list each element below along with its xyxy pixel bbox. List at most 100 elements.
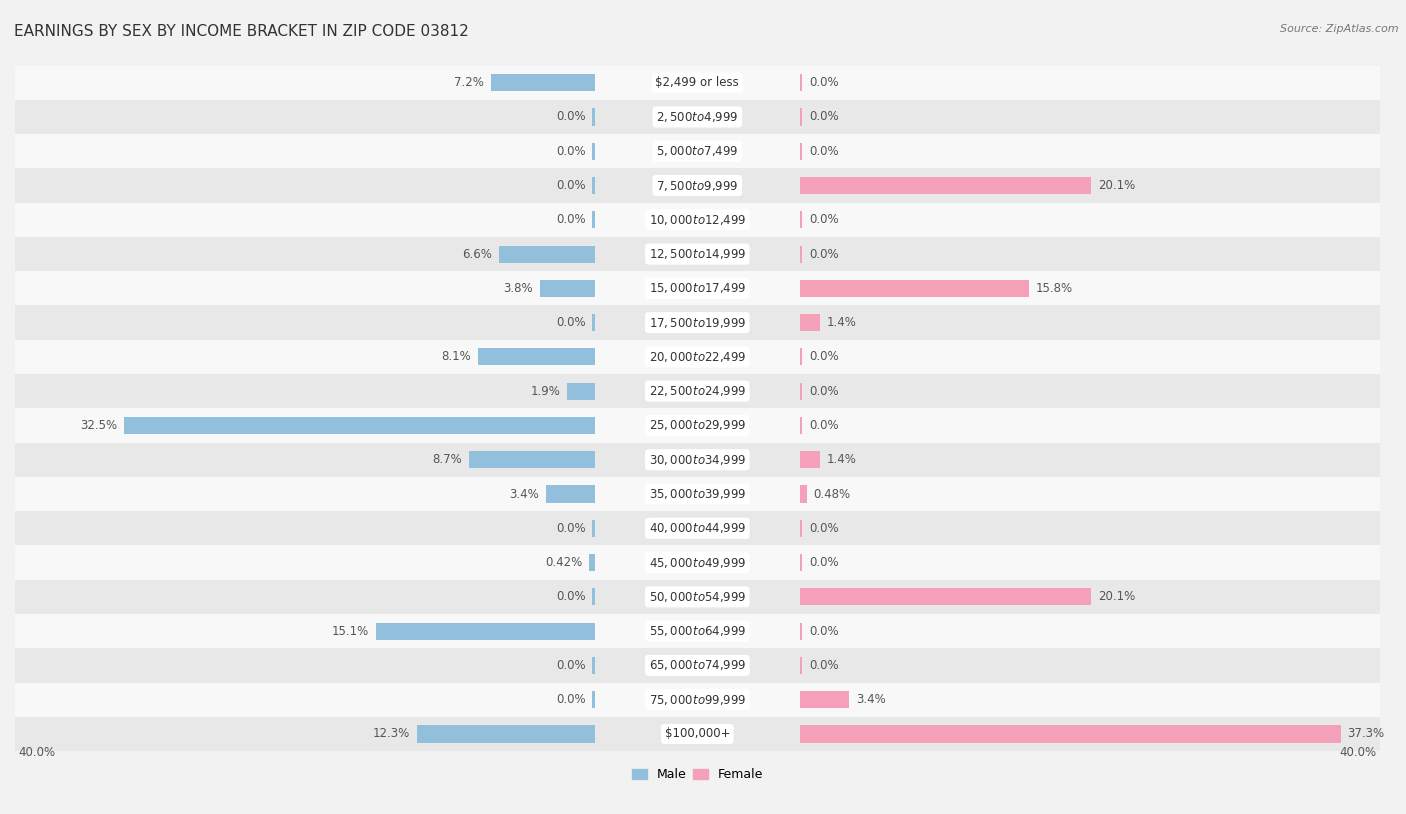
Text: 40.0%: 40.0% (18, 746, 55, 759)
Text: $22,500 to $24,999: $22,500 to $24,999 (648, 384, 747, 398)
Text: 0.0%: 0.0% (808, 522, 839, 535)
Text: $75,000 to $99,999: $75,000 to $99,999 (648, 693, 747, 707)
Bar (592, 589, 595, 606)
Text: 0.0%: 0.0% (808, 624, 839, 637)
Bar (800, 451, 820, 468)
Text: 0.0%: 0.0% (555, 111, 586, 124)
Text: $65,000 to $74,999: $65,000 to $74,999 (648, 659, 747, 672)
Bar (15, 305, 1379, 339)
Text: 15.8%: 15.8% (1036, 282, 1073, 295)
Bar (589, 554, 595, 571)
Text: 3.8%: 3.8% (503, 282, 533, 295)
Bar (416, 725, 595, 742)
Text: $35,000 to $39,999: $35,000 to $39,999 (648, 487, 747, 501)
Bar (15, 443, 1379, 477)
Bar (800, 691, 849, 708)
Bar (15, 203, 1379, 237)
Text: 37.3%: 37.3% (1347, 728, 1385, 741)
Text: 1.4%: 1.4% (827, 453, 856, 466)
Bar (468, 451, 595, 468)
Bar (800, 177, 1091, 194)
Bar (800, 142, 803, 160)
Text: 0.0%: 0.0% (555, 213, 586, 226)
Text: EARNINGS BY SEX BY INCOME BRACKET IN ZIP CODE 03812: EARNINGS BY SEX BY INCOME BRACKET IN ZIP… (14, 24, 468, 39)
Text: $50,000 to $54,999: $50,000 to $54,999 (648, 590, 747, 604)
Bar (15, 717, 1379, 751)
Text: 0.48%: 0.48% (814, 488, 851, 501)
Bar (592, 142, 595, 160)
Bar (800, 519, 803, 537)
Text: $7,500 to $9,999: $7,500 to $9,999 (657, 178, 738, 193)
Bar (15, 271, 1379, 305)
Bar (800, 554, 803, 571)
Bar (592, 177, 595, 194)
Text: 8.7%: 8.7% (432, 453, 463, 466)
Text: 7.2%: 7.2% (454, 77, 484, 90)
Text: 0.0%: 0.0% (555, 590, 586, 603)
Bar (800, 348, 803, 365)
Text: 0.0%: 0.0% (808, 385, 839, 398)
Text: $2,499 or less: $2,499 or less (655, 77, 740, 90)
Text: 0.0%: 0.0% (555, 522, 586, 535)
Text: $10,000 to $12,499: $10,000 to $12,499 (648, 212, 747, 227)
Text: $20,000 to $22,499: $20,000 to $22,499 (648, 350, 747, 364)
Text: $5,000 to $7,499: $5,000 to $7,499 (657, 144, 738, 158)
Bar (800, 74, 803, 91)
Bar (499, 246, 595, 263)
Bar (15, 648, 1379, 682)
Bar (592, 314, 595, 331)
Text: 0.0%: 0.0% (808, 350, 839, 363)
Text: 0.0%: 0.0% (808, 659, 839, 672)
Bar (800, 280, 1029, 297)
Text: 0.0%: 0.0% (808, 77, 839, 90)
Bar (15, 477, 1379, 511)
Text: 3.4%: 3.4% (509, 488, 538, 501)
Bar (15, 614, 1379, 648)
Bar (800, 623, 803, 640)
Legend: Male, Female: Male, Female (627, 764, 768, 786)
Text: 8.1%: 8.1% (441, 350, 471, 363)
Text: 0.0%: 0.0% (808, 145, 839, 158)
Bar (800, 589, 1091, 606)
Bar (15, 66, 1379, 100)
Text: 1.9%: 1.9% (530, 385, 561, 398)
Bar (15, 409, 1379, 443)
Bar (800, 211, 803, 229)
Bar (592, 691, 595, 708)
Bar (592, 657, 595, 674)
Text: 20.1%: 20.1% (1098, 179, 1135, 192)
Text: 0.0%: 0.0% (555, 659, 586, 672)
Bar (375, 623, 595, 640)
Bar (800, 108, 803, 125)
Text: $100,000+: $100,000+ (665, 728, 730, 741)
Text: 20.1%: 20.1% (1098, 590, 1135, 603)
Text: $30,000 to $34,999: $30,000 to $34,999 (648, 453, 747, 466)
Text: 1.4%: 1.4% (827, 316, 856, 329)
Text: 0.0%: 0.0% (555, 694, 586, 707)
Text: $45,000 to $49,999: $45,000 to $49,999 (648, 555, 747, 570)
Bar (800, 246, 803, 263)
Bar (15, 237, 1379, 271)
Text: 0.0%: 0.0% (555, 145, 586, 158)
Text: 15.1%: 15.1% (332, 624, 370, 637)
Bar (800, 657, 803, 674)
Text: 0.0%: 0.0% (808, 111, 839, 124)
Bar (800, 314, 820, 331)
Text: 6.6%: 6.6% (463, 247, 492, 260)
Text: 0.0%: 0.0% (555, 179, 586, 192)
Bar (15, 545, 1379, 580)
Bar (15, 580, 1379, 614)
Text: 12.3%: 12.3% (373, 728, 409, 741)
Text: $40,000 to $44,999: $40,000 to $44,999 (648, 521, 747, 536)
Text: 0.0%: 0.0% (808, 213, 839, 226)
Text: Source: ZipAtlas.com: Source: ZipAtlas.com (1281, 24, 1399, 34)
Text: $12,500 to $14,999: $12,500 to $14,999 (648, 247, 747, 261)
Bar (124, 417, 595, 434)
Text: $2,500 to $4,999: $2,500 to $4,999 (657, 110, 738, 124)
Bar (800, 485, 807, 502)
Bar (15, 682, 1379, 717)
Bar (15, 511, 1379, 545)
Bar (546, 485, 595, 502)
Text: $55,000 to $64,999: $55,000 to $64,999 (648, 624, 747, 638)
Bar (15, 374, 1379, 409)
